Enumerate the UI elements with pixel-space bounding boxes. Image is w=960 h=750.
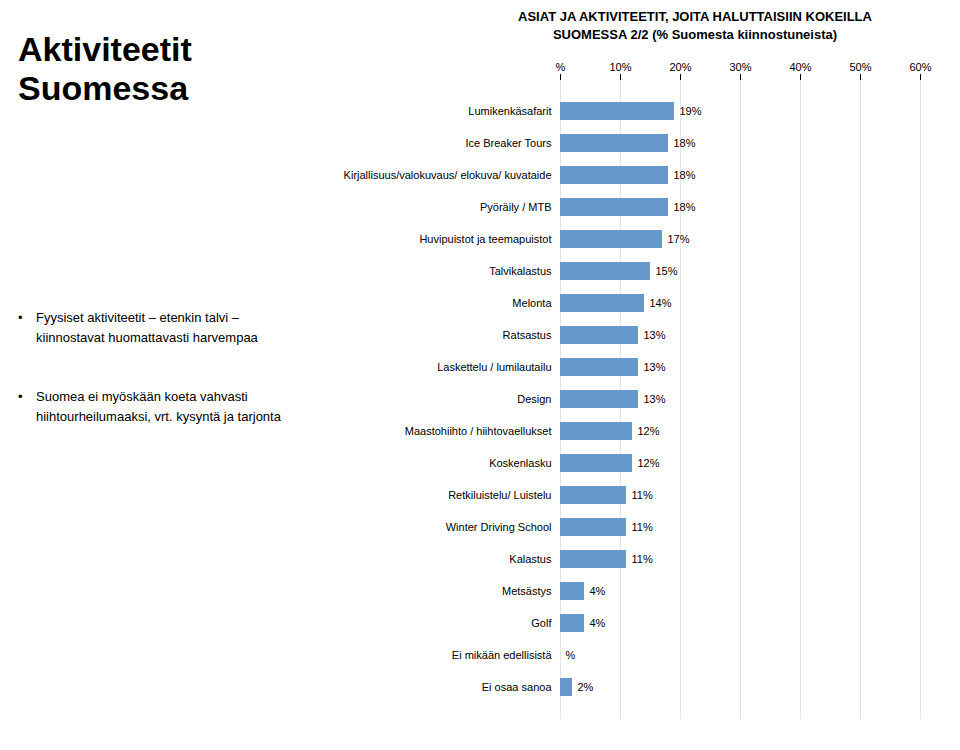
- html-text:ASIAT JA AKTIVITEETIT, JOITA H: ASIAT JA AKTIVITEETIT, JOITA HALUTTAISII…: [518, 9, 872, 24]
- svg-text:18%: 18%: [674, 169, 696, 181]
- svg-text:4%: 4%: [590, 585, 606, 597]
- svg-text:50%: 50%: [849, 61, 871, 73]
- svg-text:Kalastus: Kalastus: [509, 553, 552, 565]
- svg-text:60%: 60%: [909, 61, 931, 73]
- svg-text:Koskenlasku: Koskenlasku: [489, 457, 551, 469]
- svg-text:Metsästys: Metsästys: [502, 585, 552, 597]
- svg-text:Ei mikään edellisistä: Ei mikään edellisistä: [452, 649, 553, 661]
- svg-text:Talvikalastus: Talvikalastus: [489, 265, 552, 277]
- svg-text:Pyöräily / MTB: Pyöräily / MTB: [480, 201, 552, 213]
- html-text:SUOMESSA 2/2 (% Suomesta kiinn: SUOMESSA 2/2 (% Suomesta kiinnostuneista…: [552, 26, 838, 42]
- svg-text:13%: 13%: [644, 361, 666, 373]
- svg-text:20%: 20%: [669, 61, 691, 73]
- html-text:Suomea ei myöskään koeta vahva: Suomea ei myöskään koeta vahvasti: [36, 389, 248, 405]
- svg-text:14%: 14%: [650, 297, 672, 309]
- svg-text:12%: 12%: [638, 425, 660, 437]
- svg-text:Retkiluistelu/ Luistelu: Retkiluistelu/ Luistelu: [448, 489, 551, 501]
- svg-text:19%: 19%: [680, 105, 702, 117]
- svg-text:17%: 17%: [668, 233, 690, 245]
- svg-text:11%: 11%: [632, 553, 653, 565]
- svg-text:10%: 10%: [609, 61, 631, 73]
- svg-text:%: %: [566, 649, 576, 661]
- html-text:Fyysiset aktiviteetit – etenki: Fyysiset aktiviteetit – etenkin talvi –: [36, 310, 239, 326]
- svg-text:15%: 15%: [656, 265, 678, 277]
- svg-text:Laskettelu / lumilautailu: Laskettelu / lumilautailu: [437, 361, 551, 373]
- html-text:Aktiviteetit: Aktiviteetit: [18, 30, 192, 68]
- svg-text:4%: 4%: [590, 617, 606, 629]
- svg-text:13%: 13%: [644, 329, 666, 341]
- svg-text:Huvipuistot ja teemapuistot: Huvipuistot ja teemapuistot: [419, 233, 551, 245]
- svg-text:Ratsastus: Ratsastus: [503, 329, 552, 341]
- svg-text:Kirjallisuus/valokuvaus/ eloku: Kirjallisuus/valokuvaus/ elokuva/ kuvata…: [344, 169, 552, 181]
- html-text:hiihtourheilumaaksi, vrt. kysy: hiihtourheilumaaksi, vrt. kysyntä ja tar…: [36, 408, 281, 424]
- html-text:kiinnostavat huomattavasti har: kiinnostavat huomattavasti harvempaa: [36, 329, 258, 345]
- svg-text:%: %: [556, 61, 566, 73]
- svg-text:11%: 11%: [632, 489, 653, 501]
- svg-text:12%: 12%: [638, 457, 660, 469]
- svg-text:Ice Breaker Tours: Ice Breaker Tours: [465, 137, 552, 149]
- svg-text:Golf: Golf: [531, 617, 552, 629]
- svg-text:40%: 40%: [789, 61, 811, 73]
- svg-text:Maastohiihto / hiihtovaellukse: Maastohiihto / hiihtovaellukset: [405, 425, 552, 437]
- svg-text:18%: 18%: [674, 201, 696, 213]
- svg-text:Winter Driving School: Winter Driving School: [446, 521, 552, 533]
- svg-text:30%: 30%: [729, 61, 751, 73]
- svg-text:Design: Design: [517, 393, 551, 405]
- html-text:Suomessa: Suomessa: [18, 69, 189, 108]
- svg-text:Lumikenkäsafarit: Lumikenkäsafarit: [468, 105, 551, 117]
- svg-text:18%: 18%: [674, 137, 696, 149]
- svg-text:Melonta: Melonta: [512, 297, 552, 309]
- svg-text:13%: 13%: [644, 393, 666, 405]
- svg-text:11%: 11%: [632, 521, 653, 533]
- svg-text:Ei osaa sanoa: Ei osaa sanoa: [482, 681, 553, 693]
- svg-text:2%: 2%: [578, 681, 594, 693]
